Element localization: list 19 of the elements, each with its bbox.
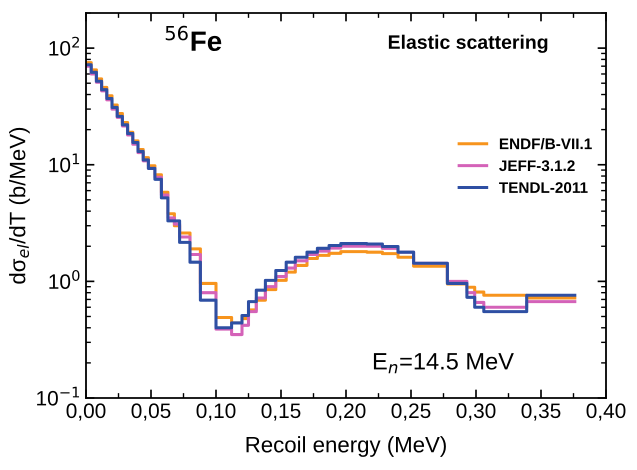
x-tick-label: 0,20 xyxy=(326,403,366,421)
x-tick-label: 0,30 xyxy=(456,403,496,421)
annotation: E$_{n}$=14.5 MeV xyxy=(374,353,514,374)
legend-label: JEFF-3.1.2 xyxy=(499,160,575,172)
x-tick-label: 0,10 xyxy=(196,403,236,421)
annotation: $^{56}$Fe xyxy=(166,26,222,52)
y-tick-label: 10$^{1}$ xyxy=(49,154,80,172)
legend-label: TENDL-2011 xyxy=(499,182,588,193)
x-tick-label: 0,15 xyxy=(262,403,300,421)
legend-label: ENDF/B-VII.1 xyxy=(500,138,592,150)
x-tick-label: 0,25 xyxy=(392,403,430,421)
annotation: Elastic scattering xyxy=(388,34,548,53)
x-tick-label: 0,05 xyxy=(132,403,170,421)
y-axis-title: dσ$_{el}$/dT (b/MeV) xyxy=(9,128,30,284)
x-axis-title: Recoil energy (MeV) xyxy=(246,436,446,457)
x-tick-label: 0,40 xyxy=(586,403,626,421)
y-tick-label: 10$^{0}$ xyxy=(49,270,80,289)
x-tick-label: 0,35 xyxy=(522,403,560,421)
y-tick-label: 10$^{2}$ xyxy=(49,36,79,56)
